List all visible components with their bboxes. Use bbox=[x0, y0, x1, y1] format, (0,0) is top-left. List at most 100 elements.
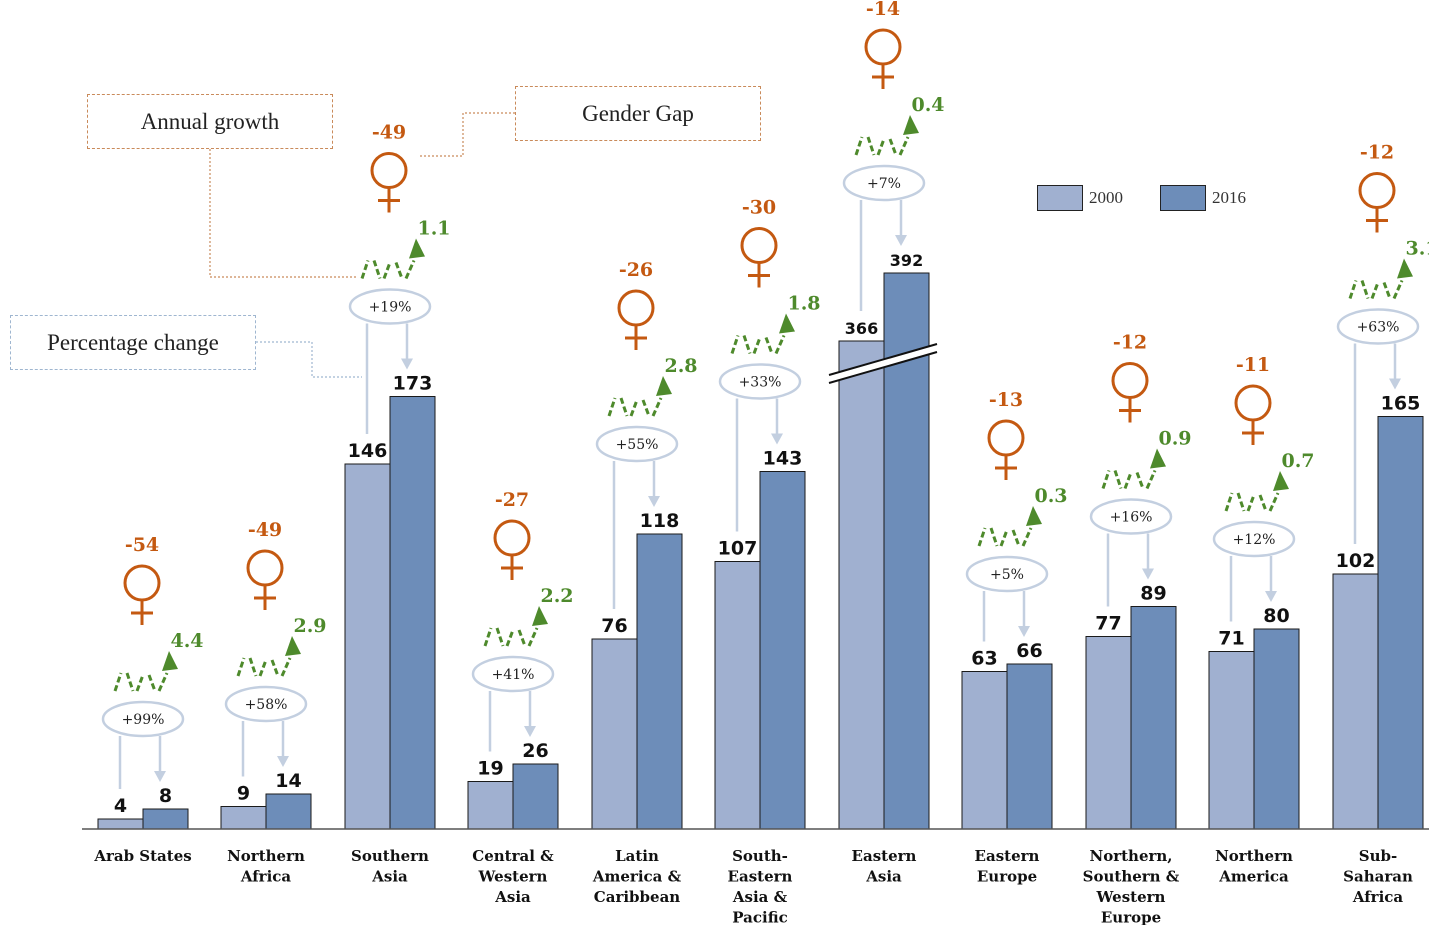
bar-2016 bbox=[512, 763, 559, 830]
bar-2016 bbox=[1006, 663, 1053, 830]
category-label: Asia bbox=[865, 868, 902, 886]
pct-arrow-head bbox=[524, 726, 536, 737]
bar-2016 bbox=[1377, 416, 1424, 830]
bar-2016 bbox=[389, 396, 436, 830]
gender-gap-label: -27 bbox=[495, 489, 529, 511]
pct-label: +12% bbox=[1233, 532, 1276, 548]
pct-bubble bbox=[595, 425, 679, 463]
pct-bubble bbox=[1212, 520, 1296, 558]
gender-gap-label: -12 bbox=[1360, 142, 1394, 164]
bar-2000 bbox=[1208, 651, 1255, 830]
zigzag-up-arrow-icon bbox=[730, 334, 786, 355]
annual-growth-label: 3.1 bbox=[1405, 238, 1429, 260]
percentage-change-callout: Percentage change bbox=[10, 315, 256, 370]
bar-2000 bbox=[591, 638, 638, 830]
data-label-2000: 146 bbox=[348, 440, 388, 462]
growth-arrow-head bbox=[1026, 506, 1042, 526]
category-label: Latin bbox=[615, 847, 659, 865]
female-symbol-icon bbox=[123, 564, 161, 602]
category-label: Northern bbox=[1215, 847, 1293, 865]
annual-growth-label: 2.8 bbox=[664, 355, 697, 377]
bar-2000 bbox=[714, 561, 761, 830]
data-label-2016: 80 bbox=[1263, 605, 1289, 627]
pct-bubble bbox=[224, 685, 308, 723]
zigzag-up-arrow-icon bbox=[1224, 492, 1280, 512]
bar-2000 bbox=[1332, 573, 1379, 830]
data-label-2000: 77 bbox=[1095, 613, 1121, 635]
annual-growth-callout: Annual growth bbox=[87, 94, 333, 149]
bar-2016 bbox=[636, 533, 683, 830]
data-label-2016: 14 bbox=[275, 770, 301, 792]
zigzag-up-arrow-icon bbox=[236, 657, 292, 677]
data-label-2016: 26 bbox=[522, 740, 548, 762]
gender-gap-label: -30 bbox=[742, 197, 776, 219]
bar-2000 bbox=[961, 671, 1008, 830]
bar-2000 bbox=[467, 781, 514, 830]
pct-arrow-head bbox=[1018, 626, 1030, 637]
gender-gap-label: -14 bbox=[866, 0, 900, 20]
growth-arrow-head bbox=[1150, 448, 1166, 469]
legend-label-2000: 2000 bbox=[1089, 188, 1123, 207]
data-label-2016: 143 bbox=[763, 448, 803, 470]
pct-arrow-head bbox=[1389, 378, 1401, 390]
data-label-2000: 76 bbox=[601, 615, 627, 637]
pct-bubble bbox=[718, 363, 802, 400]
category-label: Western bbox=[1096, 888, 1166, 906]
annual-growth-label: 0.3 bbox=[1034, 485, 1067, 507]
growth-arrow-head bbox=[903, 115, 919, 135]
pct-bubble bbox=[965, 555, 1049, 593]
category-label: Southern bbox=[351, 847, 429, 865]
category-label: Eastern bbox=[728, 868, 793, 886]
data-label-2016: 392 bbox=[890, 251, 923, 270]
zigzag-up-arrow-icon bbox=[113, 672, 169, 692]
pct-label: +55% bbox=[616, 437, 659, 453]
category-label: South- bbox=[732, 847, 788, 865]
annual-growth-label: 0.7 bbox=[1281, 450, 1314, 472]
annual-growth-label: 0.4 bbox=[911, 94, 944, 116]
pct-label: +7% bbox=[867, 176, 901, 192]
pct-arrow-head bbox=[401, 358, 413, 370]
data-label-2016: 8 bbox=[159, 785, 172, 807]
data-label-2016: 118 bbox=[640, 510, 680, 532]
category-label: Africa bbox=[1352, 888, 1404, 906]
female-symbol-icon bbox=[987, 419, 1025, 457]
axis-break-line bbox=[828, 343, 938, 376]
data-label-2016: 173 bbox=[393, 373, 433, 395]
bar-2000 bbox=[1085, 636, 1132, 830]
female-symbol-icon bbox=[740, 227, 778, 264]
zigzag-up-arrow-icon bbox=[483, 627, 539, 647]
zigzag-up-arrow-icon bbox=[1348, 279, 1404, 300]
annual-growth-label: 4.4 bbox=[170, 630, 203, 652]
pct-arrow-head bbox=[1265, 591, 1277, 602]
pct-arrow-head bbox=[1142, 568, 1154, 580]
bar-2016 bbox=[1130, 606, 1177, 830]
data-label-2016: 165 bbox=[1381, 393, 1421, 415]
pct-label: +99% bbox=[122, 712, 165, 728]
data-label-2000: 102 bbox=[1336, 550, 1376, 572]
bar-2000 bbox=[344, 463, 391, 830]
pct-label: +58% bbox=[245, 697, 288, 713]
annual-growth-label: 1.8 bbox=[787, 293, 820, 315]
pct-bubble bbox=[348, 288, 432, 325]
pct-label: +19% bbox=[369, 300, 412, 316]
category-label: Sub- bbox=[1359, 847, 1397, 865]
category-label: Saharan bbox=[1343, 868, 1413, 886]
category-label: Eastern bbox=[975, 847, 1040, 865]
zigzag-up-arrow-icon bbox=[360, 259, 416, 280]
category-label: Arab States bbox=[93, 847, 191, 865]
annual-growth-label: 2.9 bbox=[293, 615, 326, 637]
bar-2016 bbox=[142, 808, 189, 830]
category-label: Southern & bbox=[1083, 868, 1180, 886]
data-label-2000: 63 bbox=[971, 648, 997, 670]
female-symbol-icon bbox=[1358, 172, 1396, 209]
growth-arrow-head bbox=[532, 606, 548, 626]
gender-gap-connector bbox=[418, 112, 515, 157]
growth-arrow-head bbox=[285, 636, 301, 656]
category-label: America & bbox=[592, 868, 682, 886]
pct-label: +5% bbox=[990, 567, 1024, 583]
female-symbol-icon bbox=[1234, 384, 1272, 422]
category-label: Eastern bbox=[852, 847, 917, 865]
data-label-2000: 107 bbox=[718, 538, 758, 560]
pct-bubble bbox=[1336, 308, 1420, 345]
